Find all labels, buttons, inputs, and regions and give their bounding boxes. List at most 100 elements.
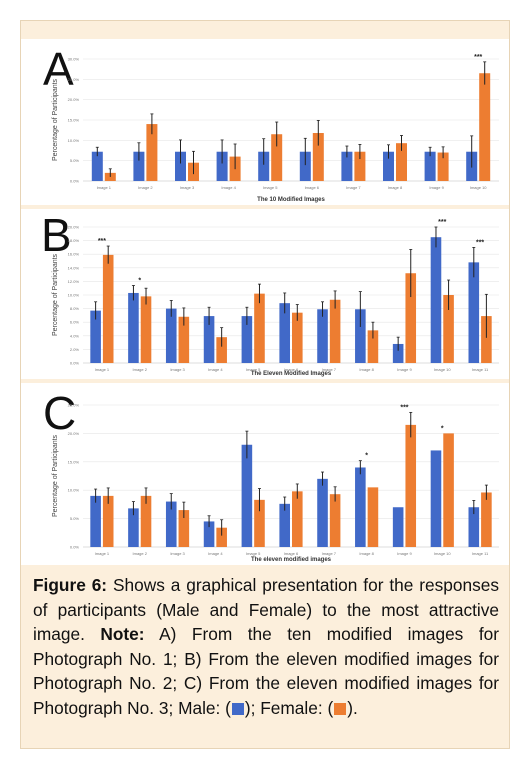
bar-male — [203, 521, 215, 547]
x-tick-label: Image 5 — [263, 185, 278, 190]
significance-marker: *** — [474, 54, 482, 61]
y-tick-label: 10.0% — [68, 488, 80, 493]
bar-male — [165, 308, 177, 363]
bar-female — [146, 124, 158, 181]
panel-b: B 0.0% 2.0% 4.0% 6.0% 8.0% 10.0% 12.0% 14.0% 16.… — [21, 209, 509, 379]
x-tick-label: Image 11 — [472, 367, 489, 372]
significance-marker: *** — [98, 238, 106, 245]
x-tick-label: Image 8 — [359, 367, 374, 372]
significance-marker: *** — [476, 239, 484, 246]
y-axis-label: Percentage of Participants — [52, 253, 59, 336]
bar-female — [216, 527, 227, 547]
significance-marker: * — [365, 453, 368, 460]
x-tick-label: Image 8 — [388, 185, 403, 190]
x-tick-label: Image 10 — [434, 551, 451, 556]
y-tick-label: 6.0% — [70, 320, 80, 325]
panel-label-a: A — [43, 43, 74, 95]
chart-a-svg: A 0.0% 5.0% 10.0% 15.0% 20.0% 25.0% 30.0% Perce… — [43, 43, 499, 203]
chart-b-svg: B 0.0% 2.0% 4.0% 6.0% 8.0% 10.0% 12.0% 14.0% 16.… — [41, 209, 499, 377]
bar-male — [90, 495, 101, 547]
x-tick-label: Image 3 — [170, 551, 185, 556]
bar-female — [178, 510, 190, 547]
bar-male — [392, 343, 404, 363]
significance-marker: * — [138, 277, 141, 284]
y-tick-label: 10.0% — [68, 138, 80, 143]
y-tick-label: 10.0% — [68, 293, 80, 298]
bar-male — [468, 507, 480, 547]
y-tick-label: 15.0% — [68, 459, 80, 464]
x-tick-label: Image 3 — [180, 185, 195, 190]
note-label: Note: — [100, 624, 145, 644]
figure-label: Figure 6: — [33, 575, 108, 595]
y-tick-label: 5.0% — [70, 158, 80, 163]
bar-male — [317, 478, 328, 547]
bar-male — [128, 292, 139, 363]
x-tick-label: Image 5 — [246, 367, 261, 372]
x-tick-label: Image 4 — [221, 185, 236, 190]
x-tick-label: Image 7 — [346, 185, 361, 190]
bar-female — [254, 499, 265, 547]
bar-female — [367, 487, 379, 547]
bar-female — [140, 495, 152, 547]
bar-male — [355, 309, 366, 363]
bar-male — [133, 151, 145, 181]
bar-male — [430, 450, 442, 547]
bar-male — [299, 151, 311, 181]
male-legend-swatch — [231, 702, 244, 715]
x-tick-label: Image 9 — [397, 551, 412, 556]
y-tick-label: 16.0% — [68, 252, 80, 257]
x-axis-label: The 10 Modified Images — [257, 197, 325, 203]
x-tick-label: Image 7 — [322, 367, 337, 372]
bar-male — [128, 508, 139, 547]
bar-male — [90, 310, 101, 363]
x-tick-label: Image 7 — [322, 551, 337, 556]
bar-female — [312, 133, 324, 181]
bar-female — [254, 293, 265, 363]
x-tick-label: Image 4 — [208, 367, 223, 372]
bar-male — [91, 151, 103, 181]
x-tick-label: Image 8 — [359, 551, 374, 556]
y-axis-label: Percentage of Participants — [52, 434, 59, 517]
bar-female — [329, 299, 341, 363]
bar-male — [430, 237, 442, 363]
y-tick-label: 25.0% — [68, 403, 80, 408]
x-tick-label: Image 9 — [429, 185, 444, 190]
bar-female — [102, 254, 114, 363]
bar-female — [367, 330, 379, 363]
bar-female — [405, 424, 417, 547]
x-tick-label: Image 1 — [95, 367, 110, 372]
bar-female — [102, 495, 114, 547]
y-tick-label: 0.0% — [70, 361, 80, 366]
figure-frame: A 0.0% 5.0% 10.0% 15.0% 20.0% 25.0% 30.0% Perce… — [20, 20, 510, 749]
bar-female — [216, 337, 227, 363]
y-tick-label: 2.0% — [70, 347, 80, 352]
y-tick-label: 0.0% — [70, 179, 80, 184]
x-tick-label: Image 6 — [284, 367, 299, 372]
bar-female — [437, 152, 449, 181]
y-tick-label: 20.0% — [68, 225, 80, 230]
x-axis-label: The Eleven Modified Images — [251, 371, 332, 377]
bar-male — [279, 503, 290, 547]
note-text-3: ). — [347, 697, 358, 718]
y-tick-label: 14.0% — [68, 265, 80, 270]
female-legend-swatch — [334, 702, 347, 715]
bar-female — [271, 134, 283, 181]
note-text-2: ); Female: ( — [244, 697, 334, 718]
y-tick-label: 20.0% — [68, 97, 80, 102]
note-text-1: A) From the ten modified images for Phot… — [33, 624, 499, 718]
bar-female — [178, 316, 190, 363]
y-tick-label: 4.0% — [70, 333, 80, 338]
bar-male — [317, 309, 328, 363]
y-tick-label: 5.0% — [70, 516, 80, 521]
panel-c: C 0.0% 5.0% 10.0% 15.0% 20.0% 25.0% Percentage… — [21, 383, 509, 565]
panel-label-b: B — [41, 209, 72, 261]
bar-male — [216, 151, 228, 181]
bar-female — [329, 494, 341, 547]
x-tick-label: Image 4 — [208, 551, 223, 556]
y-tick-label: 25.0% — [68, 77, 80, 82]
x-tick-label: Image 6 — [284, 551, 299, 556]
y-tick-label: 0.0% — [70, 545, 80, 550]
y-tick-label: 15.0% — [68, 118, 80, 123]
bar-female — [443, 295, 454, 363]
bar-male — [424, 151, 436, 181]
